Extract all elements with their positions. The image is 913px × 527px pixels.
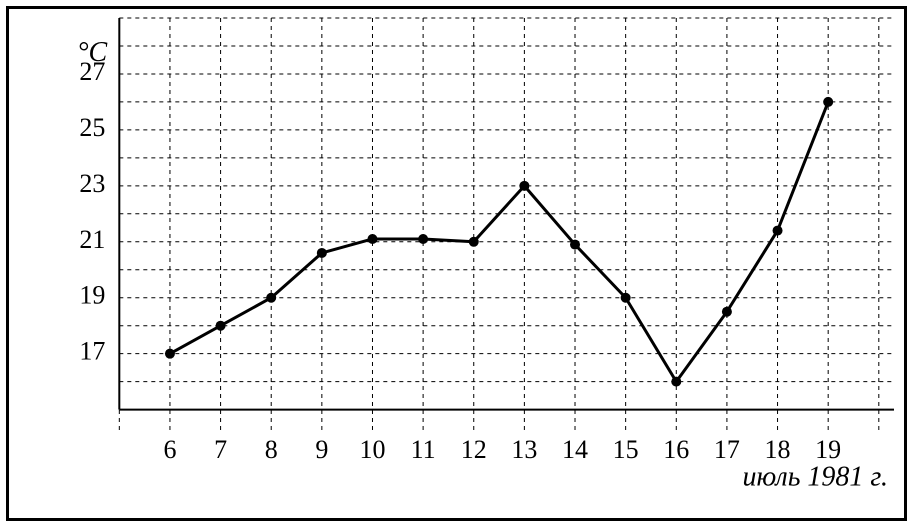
x-tick-label: 12 bbox=[461, 435, 487, 464]
x-tick-label: 19 bbox=[815, 435, 841, 464]
data-point bbox=[165, 349, 175, 359]
x-tick-label: 18 bbox=[765, 435, 791, 464]
x-tick-label: 14 bbox=[562, 435, 588, 464]
data-point bbox=[621, 293, 631, 303]
data-point bbox=[671, 377, 681, 387]
x-tick-label: 9 bbox=[315, 435, 328, 464]
data-point bbox=[418, 234, 428, 244]
y-tick-label: 25 bbox=[79, 113, 105, 142]
y-axis-title: °C bbox=[77, 37, 107, 68]
data-point bbox=[469, 237, 479, 247]
x-tick-label: 7 bbox=[214, 435, 227, 464]
data-point bbox=[519, 181, 529, 191]
data-point bbox=[570, 240, 580, 250]
x-tick-label: 11 bbox=[411, 435, 436, 464]
y-tick-label: 19 bbox=[79, 281, 105, 310]
y-tick-label: 23 bbox=[79, 169, 105, 198]
data-point bbox=[773, 226, 783, 236]
data-point bbox=[216, 321, 226, 331]
x-tick-label: 6 bbox=[163, 435, 176, 464]
x-tick-label: 16 bbox=[663, 435, 689, 464]
x-tick-label: 17 bbox=[714, 435, 740, 464]
data-point bbox=[367, 234, 377, 244]
x-tick-label: 8 bbox=[265, 435, 278, 464]
y-tick-label: 21 bbox=[79, 225, 105, 254]
data-point bbox=[722, 307, 732, 317]
x-tick-label: 10 bbox=[359, 435, 385, 464]
data-point bbox=[317, 248, 327, 258]
data-point bbox=[266, 293, 276, 303]
chart-caption: июль 1981 г. bbox=[742, 462, 888, 493]
chart-svg: 171921232527678910111213141516171819°Cию… bbox=[0, 0, 913, 527]
data-point bbox=[823, 97, 833, 107]
y-tick-label: 17 bbox=[79, 337, 105, 366]
x-tick-label: 15 bbox=[613, 435, 639, 464]
chart-frame: 171921232527678910111213141516171819°Cию… bbox=[0, 0, 913, 527]
x-tick-label: 13 bbox=[511, 435, 537, 464]
